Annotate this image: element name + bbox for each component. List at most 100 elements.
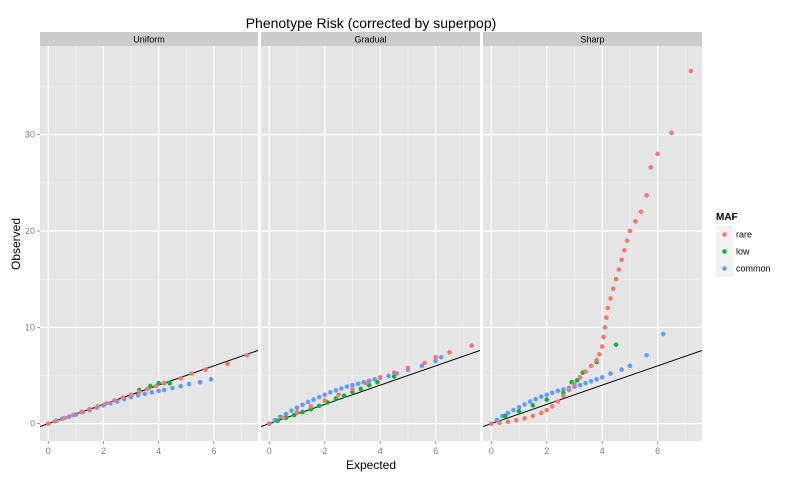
facet-strip-label: Uniform (133, 35, 165, 45)
data-point-rare (555, 399, 561, 404)
y-tick-label: 0 (30, 419, 35, 429)
data-point-rare (469, 343, 474, 348)
x-tick-label: 6 (433, 446, 438, 456)
data-point-rare (54, 418, 59, 424)
data-point-rare (189, 371, 195, 376)
chart-title: Phenotype Risk (corrected by superpop) (246, 15, 497, 31)
data-point-rare (594, 357, 599, 363)
data-point-rare (203, 367, 208, 373)
data-point-common (505, 410, 511, 416)
panel-sharp: Sharp 0 2 4 6 (483, 32, 702, 456)
panels-layer: Uniform 0 2 4 6 0 10 20 30 Gradual 0 2 4 6 Sharp 0 2 4 6 (25, 32, 702, 456)
data-point-common (300, 402, 305, 408)
data-point-common (311, 397, 316, 402)
x-tick-label: 0 (267, 446, 272, 456)
x-axis-label: Expected (346, 458, 396, 472)
data-point-common (494, 417, 500, 423)
data-point-low (341, 393, 347, 399)
panel-background (40, 46, 258, 441)
x-tick-label: 6 (211, 446, 216, 456)
data-point-common (186, 381, 192, 387)
facet-strip (483, 32, 702, 46)
reference-line (483, 349, 702, 428)
data-point-rare (566, 387, 572, 393)
data-point-rare (601, 334, 606, 340)
data-point-rare (655, 151, 660, 157)
facet-strip-label: Gradual (354, 35, 386, 45)
data-point-common (433, 358, 438, 364)
data-point-rare (87, 406, 92, 412)
data-point-common (66, 414, 72, 420)
legend-label-rare: rare (736, 230, 752, 240)
data-point-rare (294, 409, 300, 415)
legend-label-common: common (736, 264, 771, 274)
data-point-common (386, 373, 391, 379)
data-point-common (197, 379, 203, 385)
data-point-low (544, 397, 550, 402)
data-point-low (530, 403, 536, 408)
data-point-rare (497, 420, 502, 425)
data-point-rare (633, 219, 638, 224)
data-point-common (161, 387, 167, 393)
data-point-rare (619, 257, 624, 263)
legend-title: MAF (716, 212, 738, 223)
data-point-common (178, 383, 184, 389)
x-tick-label: 2 (544, 446, 549, 456)
data-point-rare (588, 363, 594, 369)
data-point-rare (422, 360, 427, 366)
data-point-rare (79, 409, 84, 415)
data-point-rare (137, 389, 142, 395)
data-point-rare (624, 238, 630, 243)
data-point-common (142, 391, 148, 397)
data-point-rare (550, 404, 555, 409)
data-point-common (594, 377, 599, 382)
data-point-rare (267, 421, 272, 426)
data-point-common (289, 408, 294, 413)
data-point-rare (70, 412, 76, 418)
data-point-rare (561, 393, 566, 399)
data-point-common (355, 381, 361, 386)
legend: MAF rare low common (716, 212, 771, 277)
y-tick-label: 10 (25, 322, 35, 332)
data-point-rare (622, 247, 627, 253)
data-point-rare (447, 350, 452, 355)
data-point-common (577, 382, 583, 388)
x-tick-label: 4 (156, 446, 161, 456)
data-point-common (544, 392, 550, 398)
data-point-rare (95, 404, 101, 409)
data-point-rare (610, 286, 616, 292)
data-point-rare (669, 130, 674, 136)
data-point-rare (605, 305, 611, 311)
data-point-rare (627, 228, 633, 234)
data-point-rare (145, 386, 150, 392)
data-point-rare (336, 392, 341, 398)
data-point-rare (583, 369, 588, 374)
data-point-rare (45, 421, 51, 426)
data-point-common (538, 394, 544, 399)
data-point-rare (604, 315, 609, 320)
data-point-common (522, 402, 527, 407)
data-point-common (555, 388, 561, 394)
data-point-common (438, 354, 444, 360)
data-point-rare (377, 375, 383, 380)
data-point-low (167, 380, 172, 386)
data-point-rare (544, 407, 550, 413)
data-point-common (294, 405, 300, 411)
data-point-low (156, 380, 161, 386)
panel-uniform: Uniform 0 2 4 6 0 10 20 30 (25, 32, 258, 456)
data-point-common (599, 375, 605, 380)
data-point-common (333, 388, 339, 393)
data-point-rare (120, 395, 126, 400)
data-point-rare (308, 404, 314, 409)
panel-gradual: Gradual 0 2 4 6 (261, 32, 480, 456)
data-point-common (149, 390, 155, 395)
data-point-rare (644, 193, 649, 198)
y-tick-label: 30 (25, 130, 35, 140)
data-point-common (644, 352, 649, 358)
data-point-rare (489, 421, 494, 426)
data-point-rare (244, 352, 250, 358)
data-point-common (156, 388, 161, 394)
data-point-low (316, 403, 322, 409)
data-point-rare (577, 375, 583, 380)
data-point-low (502, 413, 508, 419)
